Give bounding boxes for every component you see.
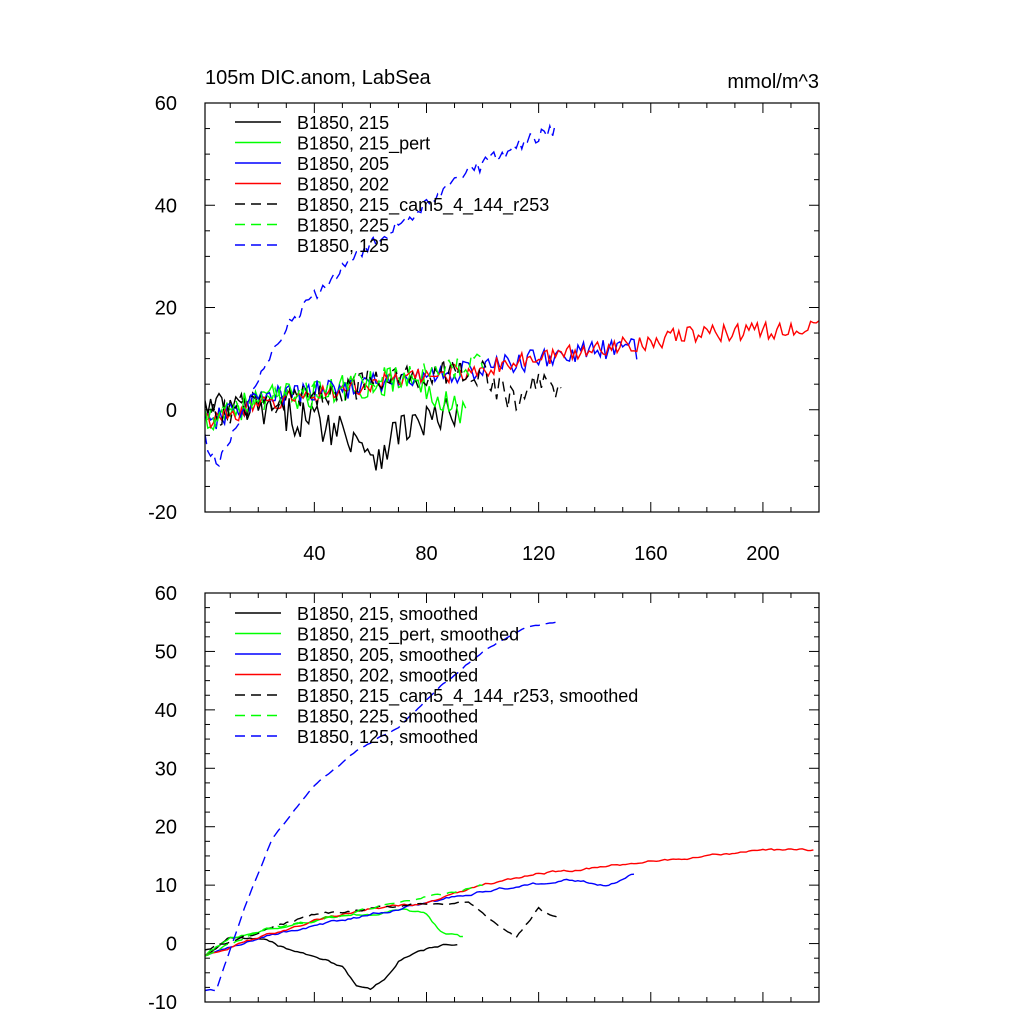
legend-label: B1850, 215_pert, smoothed bbox=[297, 625, 519, 646]
y-tick-label: 60 bbox=[155, 93, 177, 115]
legend-label: B1850, 202, smoothed bbox=[297, 666, 478, 686]
panel-bottom-plot-area bbox=[205, 621, 814, 992]
series-line-b1850-215-smoothed bbox=[205, 936, 458, 991]
legend-label: B1850, 205, smoothed bbox=[297, 645, 478, 665]
legend-label: B1850, 205 bbox=[297, 154, 389, 174]
series-line-b1850-202-smoothed bbox=[205, 848, 814, 957]
panel-bottom-y-tick-labels: 60 50 40 30 20 10 0 -10 bbox=[148, 583, 177, 1014]
x-tick-label: 40 bbox=[303, 543, 325, 565]
series-line-b1850-215-pert-smoothed bbox=[205, 908, 463, 957]
y-tick-label: 60 bbox=[155, 583, 177, 605]
panel-top-ticks bbox=[205, 102, 820, 513]
panel-top-plot-area bbox=[205, 122, 819, 471]
y-tick-label: 40 bbox=[155, 195, 177, 217]
series-line-b1850-225 bbox=[205, 353, 484, 430]
legend-label: B1850, 225, smoothed bbox=[297, 707, 478, 727]
series-line-b1850-125 bbox=[205, 122, 557, 468]
legend-label: B1850, 215_cam5_4_144_r253, smoothed bbox=[297, 686, 638, 707]
legend-label: B1850, 225 bbox=[297, 216, 389, 236]
y-tick-label: 40 bbox=[155, 700, 177, 722]
legend-label: B1850, 215 bbox=[297, 113, 389, 133]
panel-top-units: mmol/m^3 bbox=[727, 71, 819, 93]
panel-top-title: 105m DIC.anom, LabSea bbox=[205, 67, 432, 89]
y-tick-label: 0 bbox=[166, 934, 177, 956]
y-tick-label: 0 bbox=[166, 400, 177, 422]
x-tick-label: 120 bbox=[522, 543, 555, 565]
x-tick-label: 160 bbox=[634, 543, 667, 565]
y-tick-label: 10 bbox=[155, 875, 177, 897]
legend-label: B1850, 215, smoothed bbox=[297, 604, 478, 624]
legend-label: B1850, 202 bbox=[297, 175, 389, 195]
legend-label: B1850, 215_cam5_4_144_r253 bbox=[297, 195, 549, 216]
y-tick-label: -10 bbox=[148, 992, 177, 1014]
y-tick-label: 50 bbox=[155, 641, 177, 663]
y-tick-label: 20 bbox=[155, 817, 177, 839]
x-tick-label: 200 bbox=[746, 543, 779, 565]
y-tick-label: 30 bbox=[155, 758, 177, 780]
y-tick-label: -20 bbox=[148, 502, 177, 524]
legend-label: B1850, 125 bbox=[297, 236, 389, 256]
y-tick-label: 20 bbox=[155, 298, 177, 320]
panel-top-y-tick-labels: 60 40 20 0 -20 bbox=[148, 93, 177, 524]
series-line-b1850-225-smoothed bbox=[205, 884, 483, 957]
panel-top-x-tick-labels: 40 80 120 160 200 bbox=[303, 543, 779, 565]
series-line-b1850-125-smoothed bbox=[205, 621, 556, 992]
series-line-b1850-215-cam5-4-144-r253 bbox=[205, 357, 562, 427]
legend-label: B1850, 215_pert bbox=[297, 134, 430, 155]
legend-label: B1850, 125, smoothed bbox=[297, 727, 478, 747]
series-line-b1850-215 bbox=[205, 391, 458, 471]
panel-bottom-ticks bbox=[205, 592, 820, 1003]
x-tick-label: 80 bbox=[415, 543, 437, 565]
